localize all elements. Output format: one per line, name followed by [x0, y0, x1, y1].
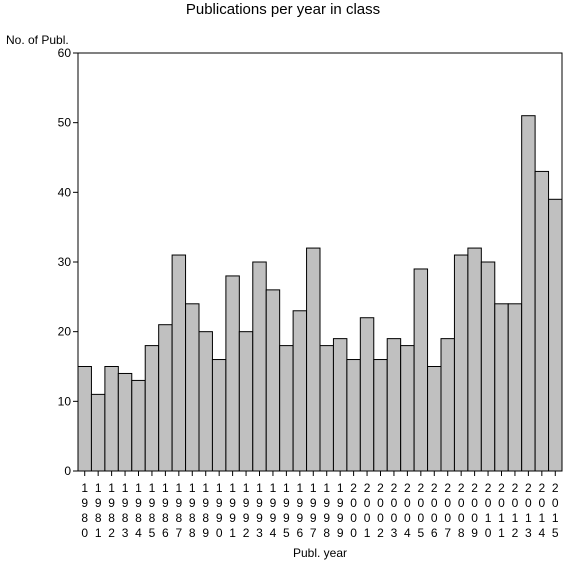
- bar-1994: [265, 289, 281, 472]
- bar-2015: [548, 198, 563, 472]
- bar-2009: [467, 247, 482, 472]
- y-axis-label: No. of Publ.: [6, 33, 69, 47]
- bar-1999: [332, 338, 348, 472]
- y-tick-label: 40: [58, 185, 72, 199]
- bar-2008: [453, 254, 469, 472]
- bars-group: [77, 115, 563, 472]
- y-tick-label: 10: [58, 394, 72, 408]
- bar-1987: [171, 254, 187, 472]
- bar-1998: [319, 345, 334, 472]
- y-axis: 0 10 20 30 40 50 60: [58, 46, 78, 478]
- y-tick-label: 20: [58, 325, 72, 339]
- x-axis: 1 9 8 0 1 9 8 1 1 9 8 2 1 9 8 3 1 9 8 4 1 9 8 5 1 9 8 6 1 9 8 7 1 9 8 8 1 9 8 9…: [81, 471, 559, 540]
- bar-1988: [185, 303, 200, 472]
- bar-2005: [413, 268, 429, 472]
- bar-1992: [238, 331, 254, 472]
- y-tick-label: 0: [64, 464, 71, 478]
- y-tick-label: 30: [58, 255, 72, 269]
- bar-2012: [507, 303, 523, 472]
- bar-1980: [77, 366, 92, 472]
- bar-1995: [279, 345, 294, 472]
- bar-2011: [494, 303, 509, 472]
- bar-1986: [158, 324, 173, 472]
- bar-1984: [131, 379, 146, 472]
- x-axis-label: Publ. year: [293, 546, 347, 560]
- bar-2007: [440, 338, 455, 472]
- bar-1982: [104, 366, 119, 472]
- bar-1997: [306, 247, 321, 472]
- bar-1981: [90, 393, 106, 472]
- bar-2014: [534, 170, 550, 472]
- bar-2001: [359, 317, 375, 472]
- bar-1985: [144, 345, 160, 472]
- bar-2010: [480, 261, 496, 472]
- bar-2002: [373, 359, 388, 472]
- bar-2013: [521, 115, 536, 472]
- y-tick-label: 60: [58, 46, 72, 60]
- bar-1993: [252, 261, 267, 472]
- bar-2000: [346, 359, 361, 472]
- y-tick-label: 50: [58, 116, 72, 130]
- bar-1983: [117, 372, 133, 472]
- chart-title: Publications per year in class: [186, 1, 380, 18]
- bar-2004: [400, 345, 415, 472]
- bar-1996: [292, 310, 308, 472]
- bar-1991: [225, 275, 240, 472]
- bar-2006: [427, 366, 442, 472]
- bar-1990: [211, 359, 227, 472]
- bar-2003: [386, 338, 402, 472]
- bar-1989: [198, 331, 213, 472]
